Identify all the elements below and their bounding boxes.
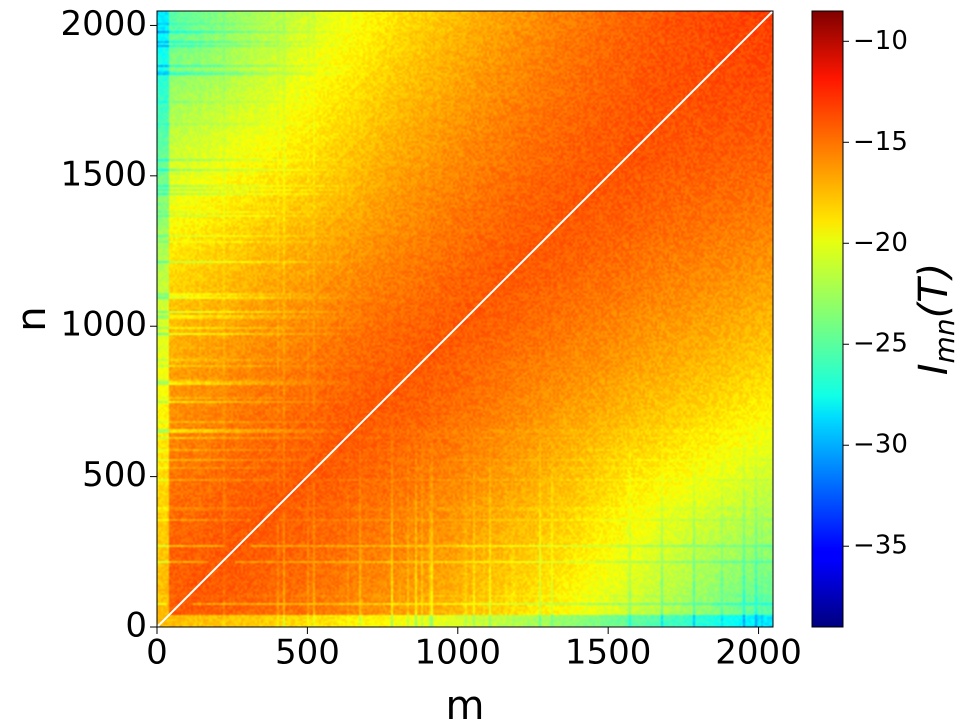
colorbar-label-sub: mn [928,318,961,363]
x-axis-label: m [446,683,485,725]
diagonal-line [156,10,774,628]
x-tick-label: 0 [146,633,168,673]
colorbar-tick-label: −35 [853,531,908,561]
y-axis-label: n [9,306,55,331]
colorbar-tick-label: −10 [853,26,908,56]
colorbar-label-tail: (T) [911,263,957,319]
plot-frame [156,10,774,628]
x-tick-label: 500 [275,633,340,673]
colorbar-tick-label: −15 [853,127,908,157]
x-tick-label: 1500 [565,633,652,673]
heatmap-area [156,10,774,628]
x-tick-label: 2000 [715,633,802,673]
y-tick-label: 1500 [60,154,147,194]
x-tick-label: 1000 [415,633,502,673]
colorbar-tick-label: −20 [853,228,908,258]
colorbar-label-main: I [911,363,957,375]
y-tick-label: 500 [82,455,147,495]
y-tick-label: 2000 [60,4,147,44]
colorbar-label: Imn(T) [911,263,961,375]
colorbar-tick-label: −25 [853,329,908,359]
colorbar-ticks: −10 −15 −20 −25 −30 −35 [843,26,908,561]
x-axis: 0 500 1000 1500 2000 [146,627,802,673]
colorbar-tick-label: −30 [853,430,908,460]
y-tick-label: 1000 [60,305,147,345]
y-axis: 0 500 1000 1500 2000 [60,4,157,646]
colorbar-gradient [811,10,844,628]
colorbar: −10 −15 −20 −25 −30 −35 Imn(T) [811,10,961,628]
y-tick-label: 0 [125,606,147,646]
